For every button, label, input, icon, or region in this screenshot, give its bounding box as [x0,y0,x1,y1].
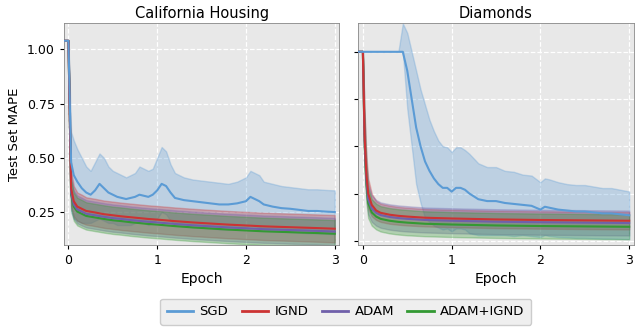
Title: Diamonds: Diamonds [459,6,533,21]
Title: California Housing: California Housing [134,6,269,21]
X-axis label: Epoch: Epoch [475,272,517,286]
X-axis label: Epoch: Epoch [180,272,223,286]
Y-axis label: Test Set MAPE: Test Set MAPE [8,87,21,181]
Legend: SGD, IGND, ADAM, ADAM+IGND: SGD, IGND, ADAM, ADAM+IGND [160,299,531,325]
